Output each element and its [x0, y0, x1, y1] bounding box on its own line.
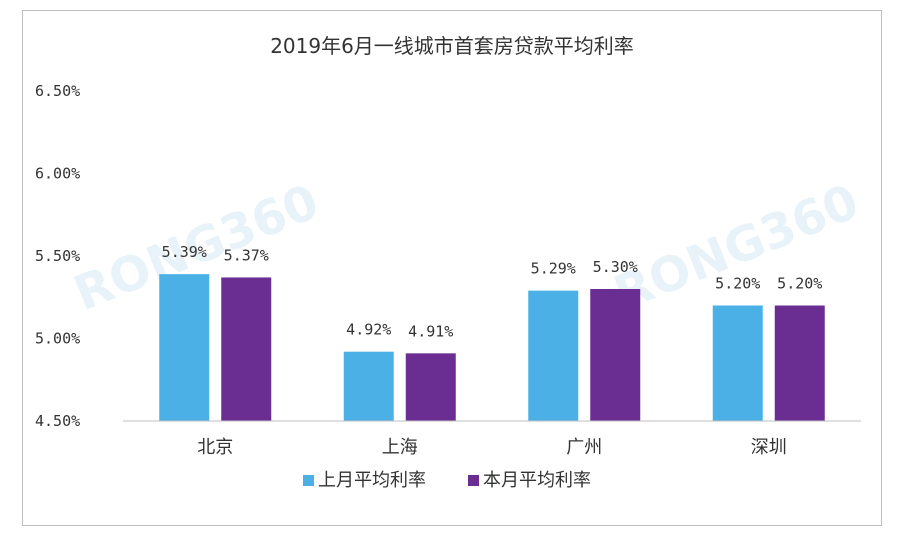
y-tick-label: 6.00%	[35, 165, 80, 183]
legend-swatch	[303, 475, 314, 486]
legend-label: 本月平均利率	[483, 470, 591, 491]
bar	[159, 274, 210, 421]
bar-chart: RONG360 RONG360 2019年6月一线城市首套房贷款平均利率 4.50…	[35, 34, 867, 491]
data-label: 4.91%	[408, 322, 453, 340]
y-tick-label: 6.50%	[35, 82, 80, 100]
watermark-text: RONG360	[607, 174, 867, 322]
y-tick-label: 5.50%	[35, 247, 80, 265]
data-label: 5.30%	[593, 258, 638, 276]
data-label: 5.29%	[531, 260, 576, 278]
bar	[528, 290, 579, 421]
bar	[343, 351, 394, 421]
bar	[405, 353, 456, 421]
bar	[774, 305, 825, 421]
data-label: 5.37%	[224, 246, 269, 264]
data-label: 5.20%	[715, 275, 760, 293]
y-tick-label: 5.00%	[35, 330, 80, 348]
bar	[221, 277, 272, 421]
data-label: 5.20%	[777, 275, 822, 293]
x-axis: 北京 上海 广州 深圳	[123, 420, 861, 458]
data-label: 5.39%	[162, 243, 207, 261]
bar	[590, 289, 641, 421]
bars: 5.39% 5.37% 4.92% 4.91% 5.29% 5.30% 5.20% 5.20%	[159, 243, 825, 421]
legend-label: 上月平均利率	[318, 470, 426, 491]
y-axis: 4.50% 5.00% 5.50% 6.00% 6.50%	[35, 82, 80, 430]
data-label: 4.92%	[346, 321, 391, 339]
chart-title: 2019年6月一线城市首套房贷款平均利率	[270, 34, 634, 58]
bar	[712, 305, 763, 421]
x-tick-label: 北京	[197, 437, 233, 458]
x-tick-label: 深圳	[751, 437, 787, 458]
chart-frame: RONG360 RONG360 2019年6月一线城市首套房贷款平均利率 4.50…	[22, 10, 882, 526]
legend-swatch	[468, 475, 479, 486]
legend: 上月平均利率 本月平均利率	[303, 470, 591, 491]
y-tick-label: 4.50%	[35, 412, 80, 430]
x-tick-label: 广州	[566, 437, 602, 458]
x-tick-label: 上海	[382, 437, 418, 458]
